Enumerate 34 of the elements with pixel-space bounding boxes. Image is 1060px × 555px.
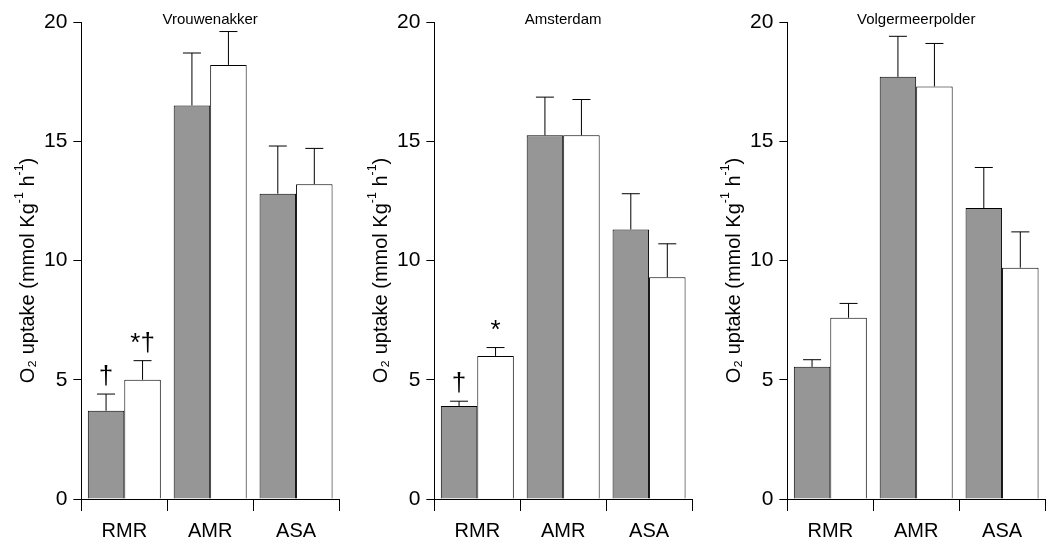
- annotation: *†: [130, 326, 155, 357]
- y-tick-label: 10: [750, 247, 774, 271]
- x-tick-label: ASA: [982, 518, 1023, 541]
- x-tick-label: RMR: [807, 518, 854, 541]
- annotation: †: [98, 360, 114, 391]
- y-tick-label: 5: [55, 366, 68, 390]
- y-tick-label: 0: [55, 485, 68, 509]
- chart-title: Volgermeerpolder: [856, 10, 976, 28]
- x-tick-label: ASA: [629, 518, 670, 541]
- y-tick-label: 5: [761, 366, 774, 390]
- y-tick-label: 20: [44, 8, 68, 32]
- x-tick-label: RMR: [101, 518, 148, 541]
- y-tick-label: 10: [44, 247, 68, 271]
- y-tick-label: 15: [397, 128, 421, 152]
- y-tick-label: 0: [761, 485, 774, 509]
- y-tick-label: 5: [408, 366, 421, 390]
- x-tick-label: AMR: [893, 518, 939, 541]
- x-tick-label: AMR: [187, 518, 233, 541]
- y-tick-label: 15: [44, 128, 68, 152]
- chart-title: Vrouwenakker: [162, 10, 258, 28]
- y-tick-label: 20: [397, 8, 421, 32]
- chart-title: Amsterdam: [524, 10, 602, 28]
- y-tick-label: 10: [397, 247, 421, 271]
- annotation: †: [451, 367, 467, 398]
- y-tick-label: 0: [408, 485, 421, 509]
- x-tick-label: ASA: [276, 518, 317, 541]
- x-tick-label: AMR: [540, 518, 586, 541]
- annotation: *: [490, 313, 501, 344]
- y-axis-title: O₂ uptake (mmol Kg-1 h-1): [12, 157, 38, 384]
- y-tick-label: 20: [750, 8, 774, 32]
- y-axis-title: O₂ uptake (mmol Kg-1 h-1): [718, 157, 744, 384]
- y-tick-label: 15: [750, 128, 774, 152]
- y-axis-title: O₂ uptake (mmol Kg-1 h-1): [365, 157, 391, 384]
- x-tick-label: RMR: [454, 518, 501, 541]
